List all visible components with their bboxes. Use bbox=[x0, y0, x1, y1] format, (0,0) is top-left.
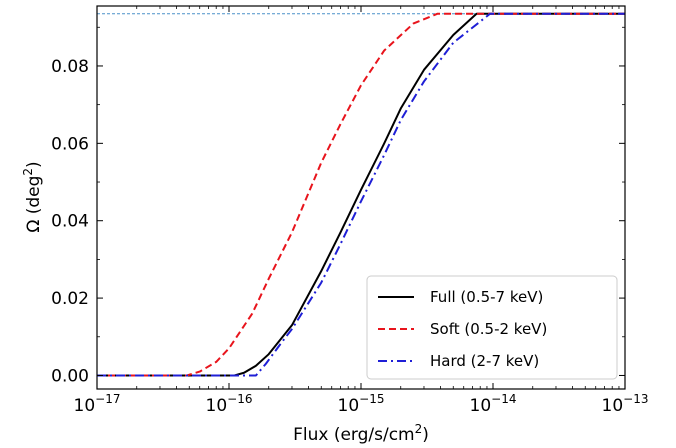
legend-box bbox=[366, 275, 618, 380]
y-tick-label-2: 0.04 bbox=[51, 212, 89, 232]
x-tick-label-1: 10−16 bbox=[206, 392, 253, 416]
x-tick-label-2: 10−15 bbox=[338, 392, 385, 416]
x-tick-label-0: 10−17 bbox=[74, 392, 121, 416]
legend-label-0: Full (0.5-7 keV) bbox=[430, 288, 543, 306]
legend-label-1: Soft (0.5-2 keV) bbox=[430, 320, 547, 338]
legend: Full (0.5-7 keV) Soft (0.5-2 keV) Hard (2-… bbox=[366, 275, 618, 380]
y-tick-label-4: 0.08 bbox=[51, 57, 89, 77]
series-line-2 bbox=[97, 12, 625, 377]
y-tick-label-1: 0.02 bbox=[51, 289, 89, 309]
series-line-0 bbox=[97, 12, 625, 377]
legend-label-2: Hard (2-7 keV) bbox=[430, 352, 539, 370]
x-axis-label: Flux (erg/s/cm2) bbox=[293, 422, 429, 445]
y-tick-label-0: 0.00 bbox=[51, 366, 89, 386]
x-tick-label-4: 10−13 bbox=[602, 392, 649, 416]
tick-group: 10−17 10−16 10−15 10−14 10−13 0.00 0.02 0.04 0.0… bbox=[51, 6, 648, 416]
y-tick-label-3: 0.06 bbox=[51, 134, 89, 154]
plot-content bbox=[97, 12, 625, 377]
y-axis-label: Ω (deg2) bbox=[21, 161, 44, 232]
x-tick-label-3: 10−14 bbox=[470, 392, 517, 416]
